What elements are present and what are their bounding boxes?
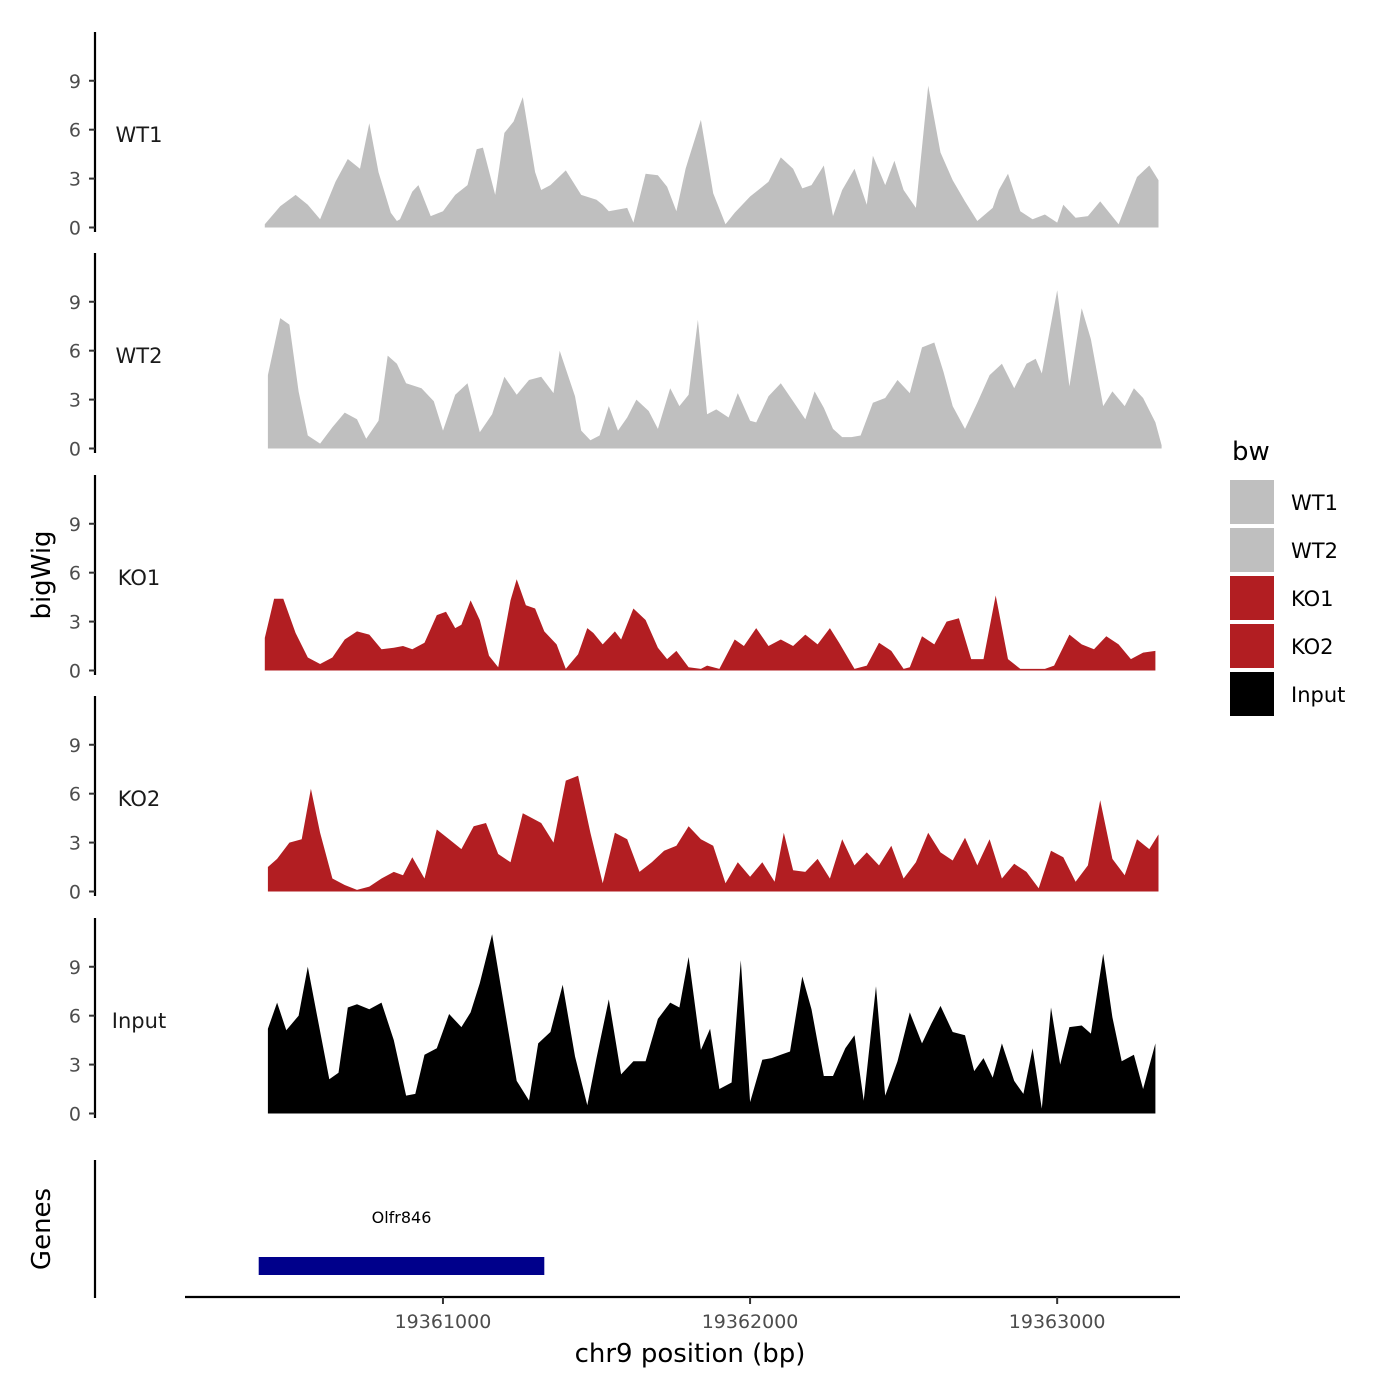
track-panel-ko1: 0 3 6 9 KO1 bbox=[69, 475, 1156, 683]
x-axis-title: chr9 position (bp) bbox=[575, 1339, 806, 1369]
gene-label-olfr846: Olfr846 bbox=[372, 1208, 432, 1227]
area-wt2 bbox=[267, 290, 1162, 449]
area-wt1 bbox=[264, 85, 1159, 228]
track-panel-input: 0 3 6 9 Input bbox=[69, 918, 1156, 1126]
genes-panel-title: Genes bbox=[27, 1188, 57, 1270]
legend-swatch bbox=[1230, 528, 1274, 572]
y-tick-label: 0 bbox=[69, 661, 81, 683]
y-tick-label: 9 bbox=[69, 735, 81, 757]
x-axis: 19361000 19362000 19363000 bbox=[185, 1295, 1180, 1333]
legend-item-ko1: KO1 bbox=[1230, 576, 1334, 620]
legend-item-wt1: WT1 bbox=[1230, 480, 1338, 524]
track-label-wt2: WT2 bbox=[116, 344, 163, 368]
y-tick-label: 0 bbox=[69, 439, 81, 461]
area-input bbox=[267, 934, 1156, 1114]
y-tick-label: 6 bbox=[69, 120, 81, 142]
y-tick-label: 0 bbox=[69, 1104, 81, 1126]
x-tick-label: 19361000 bbox=[395, 1311, 492, 1333]
area-ko2 bbox=[267, 775, 1159, 892]
legend-label: WT1 bbox=[1291, 491, 1338, 515]
y-tick-label: 9 bbox=[69, 71, 81, 93]
legend-title: bw bbox=[1232, 437, 1270, 467]
track-label-ko2: KO2 bbox=[118, 787, 161, 811]
x-tick-label: 19363000 bbox=[1009, 1311, 1106, 1333]
y-axis-title: bigWig bbox=[27, 530, 57, 619]
legend-swatch bbox=[1230, 672, 1274, 716]
legend-label: Input bbox=[1291, 683, 1345, 707]
y-tick-label: 0 bbox=[69, 882, 81, 904]
track-panel-wt2: 0 3 6 9 WT2 bbox=[69, 253, 1162, 461]
y-tick-label: 3 bbox=[69, 390, 81, 412]
track-panel-ko2: 0 3 6 9 KO2 bbox=[69, 696, 1159, 904]
y-tick-label: 6 bbox=[69, 1006, 81, 1028]
legend-label: KO2 bbox=[1291, 635, 1334, 659]
track-label-wt1: WT1 bbox=[116, 123, 163, 147]
legend-swatch bbox=[1230, 624, 1274, 668]
legend-label: WT2 bbox=[1291, 539, 1338, 563]
y-tick-label: 6 bbox=[69, 784, 81, 806]
gene-bar-olfr846 bbox=[258, 1257, 545, 1275]
legend-item-input: Input bbox=[1230, 672, 1345, 716]
legend-item-ko2: KO2 bbox=[1230, 624, 1334, 668]
track-panel-wt1: 0 3 6 9 WT1 bbox=[69, 32, 1159, 240]
y-tick-label: 3 bbox=[69, 1055, 81, 1077]
legend-item-wt2: WT2 bbox=[1230, 528, 1338, 572]
x-tick-label: 19362000 bbox=[702, 1311, 799, 1333]
y-tick-label: 3 bbox=[69, 169, 81, 191]
y-tick-label: 0 bbox=[69, 218, 81, 240]
area-ko1 bbox=[264, 579, 1156, 671]
y-tick-label: 9 bbox=[69, 957, 81, 979]
track-label-input: Input bbox=[112, 1009, 166, 1033]
y-tick-label: 3 bbox=[69, 833, 81, 855]
y-tick-label: 3 bbox=[69, 612, 81, 634]
y-tick-label: 9 bbox=[69, 514, 81, 536]
track-panels: 0 3 6 9 WT1 0 3 6 9 WT2 0 3 6 9 KO1 0 3 6 9 KO2 0 3 6 9 Input bbox=[69, 32, 1162, 1126]
gene-panel: Olfr846 bbox=[93, 1160, 545, 1298]
y-tick-label: 9 bbox=[69, 292, 81, 314]
track-label-ko1: KO1 bbox=[118, 566, 161, 590]
legend: bw WT1 WT2 KO1 KO2 Input bbox=[1230, 437, 1345, 716]
legend-label: KO1 bbox=[1291, 587, 1334, 611]
legend-swatch bbox=[1230, 480, 1274, 524]
y-tick-label: 6 bbox=[69, 341, 81, 363]
y-tick-label: 6 bbox=[69, 563, 81, 585]
legend-swatch bbox=[1230, 576, 1274, 620]
